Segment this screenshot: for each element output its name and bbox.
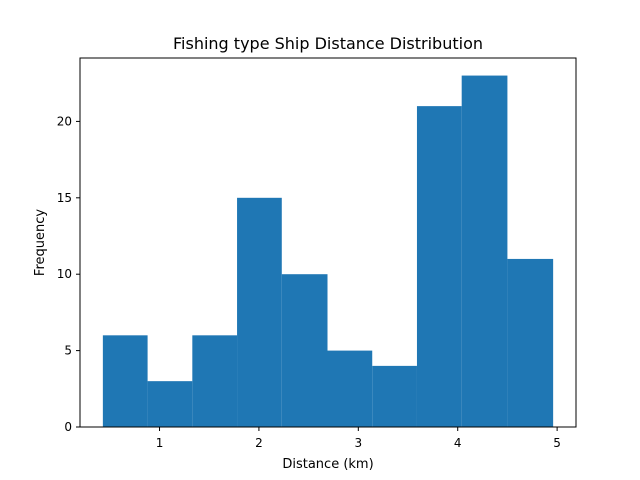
y-tick-label: 20: [57, 114, 72, 128]
y-tick-label: 15: [57, 191, 72, 205]
histogram-bar-4: [237, 197, 282, 427]
x-axis-label: Distance (km): [282, 457, 373, 472]
y-tick-label: 0: [64, 420, 72, 434]
y-axis-label: Frequency: [33, 209, 48, 276]
x-tick-label: 5: [553, 436, 561, 450]
y-tick-label: 5: [64, 344, 72, 358]
histogram-bar-5: [281, 274, 328, 427]
plot-frame: [79, 57, 577, 428]
histogram-bar-10: [507, 258, 554, 427]
x-tick-label: 1: [156, 436, 164, 450]
y-axis-ticks: 0 5 10 15 20: [57, 114, 80, 434]
bars-layer: [102, 75, 554, 428]
histogram-bar-7: [372, 365, 417, 427]
x-tick-label: 4: [454, 436, 462, 450]
histogram-bar-1: [102, 335, 148, 427]
x-tick-label: 2: [255, 436, 263, 450]
histogram-bar-2: [147, 381, 193, 427]
y-tick-label: 10: [57, 267, 72, 281]
histogram-bar-8: [416, 106, 462, 427]
histogram-bar-6: [327, 350, 373, 427]
chart-title: Fishing type Ship Distance Distribution: [173, 34, 483, 53]
histogram-bar-3: [192, 335, 238, 427]
x-axis-ticks: 1 2 3 4 5: [156, 427, 561, 450]
histogram-bar-9: [461, 75, 508, 428]
x-tick-label: 3: [354, 436, 362, 450]
